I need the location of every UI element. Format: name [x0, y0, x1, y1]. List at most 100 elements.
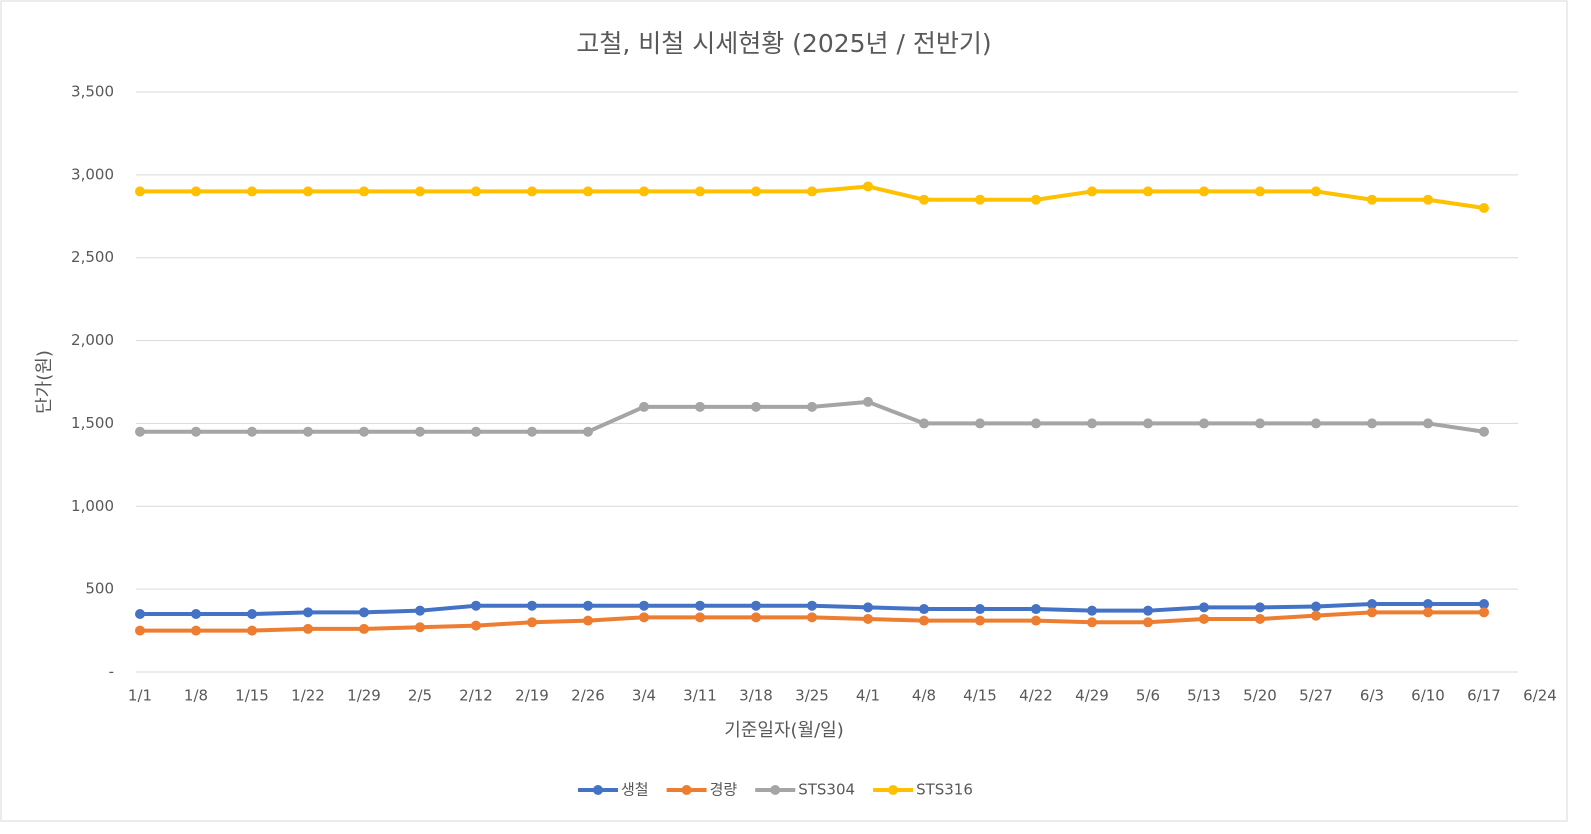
- data-point: [191, 186, 201, 197]
- legend-label: 경량: [710, 781, 738, 799]
- x-tick-label: 4/22: [1019, 687, 1053, 705]
- x-axis-title: 기준일자(월/일): [724, 720, 843, 741]
- x-tick-label: 1/29: [347, 687, 381, 705]
- data-point: [975, 194, 985, 205]
- x-tick-label: 1/1: [128, 687, 152, 705]
- data-point: [527, 186, 537, 197]
- data-point: [975, 604, 985, 615]
- data-point: [1143, 617, 1153, 628]
- x-tick-label: 5/27: [1299, 687, 1333, 705]
- y-tick-label: 3,500: [71, 83, 114, 101]
- data-point: [751, 600, 761, 611]
- data-point: [695, 186, 705, 197]
- data-point: [695, 612, 705, 623]
- data-point: [527, 426, 537, 437]
- data-point: [247, 186, 257, 197]
- data-point: [1479, 607, 1489, 618]
- data-point: [1311, 601, 1321, 612]
- data-point: [807, 612, 817, 623]
- data-point: [135, 625, 145, 636]
- y-tick-label: 1,000: [71, 497, 114, 515]
- data-point: [191, 609, 201, 619]
- data-point: [639, 401, 649, 412]
- data-point: [1423, 194, 1433, 205]
- data-point: [1367, 607, 1377, 618]
- data-point: [191, 426, 201, 437]
- data-point: [863, 613, 873, 624]
- data-point: [695, 600, 705, 611]
- legend-marker: [593, 785, 603, 795]
- data-point: [1255, 602, 1265, 613]
- data-point: [1479, 426, 1489, 437]
- data-point: [303, 426, 313, 437]
- legend-label: 생철: [621, 781, 649, 799]
- data-point: [1143, 186, 1153, 197]
- data-point: [471, 426, 481, 437]
- data-point: [1031, 194, 1041, 205]
- x-tick-label: 6/17: [1467, 687, 1501, 705]
- x-tick-label: 1/15: [235, 687, 269, 705]
- data-point: [863, 602, 873, 613]
- y-tick-label: 2,500: [71, 248, 114, 266]
- x-tick-label: 3/11: [683, 687, 717, 705]
- data-point: [359, 186, 369, 197]
- data-point: [471, 620, 481, 631]
- x-tick-label: 4/15: [963, 687, 997, 705]
- data-point: [303, 623, 313, 634]
- legend-label: STS316: [916, 781, 973, 799]
- data-point: [359, 426, 369, 437]
- data-point: [583, 426, 593, 437]
- data-point: [303, 186, 313, 197]
- data-point: [695, 401, 705, 412]
- data-point: [975, 418, 985, 429]
- data-point: [1199, 602, 1209, 613]
- y-tick-label: 500: [85, 580, 114, 598]
- y-tick-label: 1,500: [71, 414, 114, 432]
- data-point: [415, 186, 425, 197]
- data-point: [583, 186, 593, 197]
- data-point: [1255, 613, 1265, 624]
- data-point: [1031, 418, 1041, 429]
- data-point: [247, 625, 257, 636]
- data-point: [639, 612, 649, 623]
- data-point: [1031, 604, 1041, 615]
- data-point: [527, 617, 537, 628]
- data-point: [1087, 186, 1097, 197]
- x-tick-label: 3/25: [795, 687, 829, 705]
- data-point: [247, 426, 257, 437]
- y-tick-label: -: [109, 663, 114, 681]
- data-point: [1479, 599, 1489, 610]
- data-point: [135, 426, 145, 437]
- data-point: [975, 615, 985, 626]
- data-point: [1199, 418, 1209, 429]
- chart-title: 고철, 비철 시세현황 (2025년 / 전반기): [576, 29, 991, 58]
- data-point: [247, 609, 257, 619]
- x-tick-label: 4/8: [912, 687, 936, 705]
- data-point: [527, 600, 537, 611]
- data-point: [919, 604, 929, 615]
- legend-marker: [888, 785, 899, 795]
- x-tick-label: 6/10: [1411, 687, 1445, 705]
- x-tick-label: 4/1: [856, 687, 880, 705]
- data-point: [1143, 605, 1153, 616]
- data-point: [135, 186, 145, 197]
- x-tick-label: 1/22: [291, 687, 325, 705]
- data-point: [1199, 613, 1209, 624]
- data-point: [1143, 418, 1153, 429]
- data-point: [359, 607, 369, 618]
- data-point: [415, 426, 425, 437]
- data-point: [1423, 418, 1433, 429]
- data-point: [1087, 605, 1097, 616]
- y-tick-label: 2,000: [71, 331, 114, 349]
- data-point: [1199, 186, 1209, 197]
- legend-marker: [770, 785, 781, 795]
- data-point: [359, 623, 369, 634]
- data-point: [583, 615, 593, 626]
- y-tick-label: 3,000: [71, 165, 114, 183]
- data-point: [1087, 617, 1097, 628]
- data-point: [863, 181, 873, 192]
- data-point: [1087, 418, 1097, 429]
- data-point: [639, 600, 649, 611]
